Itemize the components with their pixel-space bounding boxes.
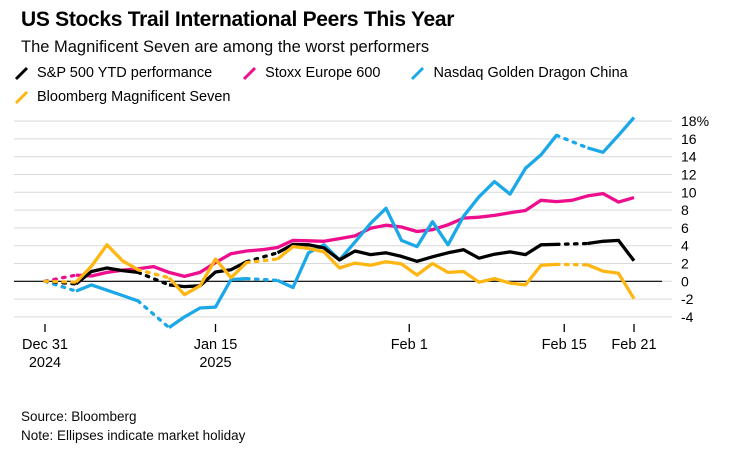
legend-label: Bloomberg Magnificent Seven [37, 89, 231, 105]
x-tick-label: Jan 15 [194, 337, 238, 353]
y-tick-label: 16 [681, 131, 697, 147]
solid-path [75, 191, 635, 279]
series-line-stoxx-europe-600 [43, 191, 635, 283]
y-tick-label: 10 [681, 184, 697, 200]
page-title: US Stocks Trail International Peers This… [21, 8, 455, 31]
y-tick-label: 8 [681, 202, 689, 218]
holiday-dashed-segment [136, 299, 171, 330]
holiday-dashed-segment [554, 241, 590, 247]
gridlines [14, 120, 672, 318]
y-tick-label: 4 [681, 238, 689, 254]
holiday-dashed-segment [554, 133, 590, 150]
legend-slash-icon [243, 66, 257, 80]
x-tick-label: Feb 21 [611, 337, 656, 353]
y-tick-label: 14 [681, 149, 697, 165]
series-line-nasdaq-golden-dragon-china [43, 116, 636, 330]
x-tick-label: 2024 [29, 355, 61, 371]
solid-path [74, 238, 636, 289]
holiday-dashed-segment [244, 257, 280, 265]
x-tick-label: Dec 31 [22, 337, 68, 353]
series-lines [43, 116, 636, 330]
holiday-dashed-segment [43, 273, 78, 283]
page-subtitle: The Magnificent Seven are among the wors… [21, 38, 430, 56]
legend-item-s-p-500-ytd-performance: S&P 500 YTD performance [14, 63, 212, 83]
y-tick-label: 12 [681, 167, 697, 183]
y-tick-label: 6 [681, 220, 689, 236]
legend-item-bloomberg-magnificent-seven: Bloomberg Magnificent Seven [14, 87, 230, 107]
solid-path [74, 243, 636, 300]
note-line: Note: Ellipses indicate market holiday [21, 428, 246, 443]
holiday-dashed-segment [244, 251, 280, 264]
y-tick-label: 0 [681, 273, 689, 289]
source-line: Source: Bloomberg [21, 409, 137, 424]
legend: S&P 500 YTD performance Stoxx Europe 600 N… [14, 63, 728, 107]
y-tick-label: 18% [681, 113, 709, 129]
legend-item-stoxx-europe-600: Stoxx Europe 600 [242, 63, 380, 83]
holiday-dashed-segment [43, 279, 78, 286]
legend-slash-icon [14, 90, 29, 104]
holiday-dashed-segment [244, 276, 280, 283]
x-tick-label: 2025 [199, 355, 231, 371]
legend-item-nasdaq-golden-dragon-china: Nasdaq Golden Dragon China [410, 63, 628, 83]
legend-slash-icon [411, 66, 425, 80]
y-tick-label: -4 [681, 309, 694, 325]
chart-area: 18% 16 14 12 10 8 6 4 2 0 -2 -4 Dec 31 2024 Jan 15 2025… [0, 108, 738, 388]
legend-label: Nasdaq Golden Dragon China [433, 65, 628, 81]
y-tick-label: 2 [681, 256, 689, 272]
series-line-bloomberg-magnificent-seven [43, 243, 636, 300]
series-line-s-p-500-ytd-performance [43, 238, 636, 289]
holiday-dashed-segment [136, 270, 171, 287]
x-tick-label: Feb 1 [391, 337, 428, 353]
chart-footer: Source: Bloomberg Note: Ellipses indicat… [21, 407, 728, 445]
legend-label: Stoxx Europe 600 [265, 65, 381, 81]
legend-label: S&P 500 YTD performance [37, 65, 213, 81]
y-tick-label: -2 [681, 291, 694, 307]
legend-slash-icon [14, 66, 29, 80]
solid-path [75, 116, 636, 329]
holiday-dashed-segment [136, 268, 171, 280]
x-tick-label: Feb 15 [542, 337, 587, 353]
holiday-dashed-segment [43, 279, 78, 284]
holiday-dashed-segment [43, 279, 78, 293]
x-axis: Dec 31 2024 Jan 15 2025 Feb 1 Feb 15 Feb 21 [22, 324, 657, 371]
